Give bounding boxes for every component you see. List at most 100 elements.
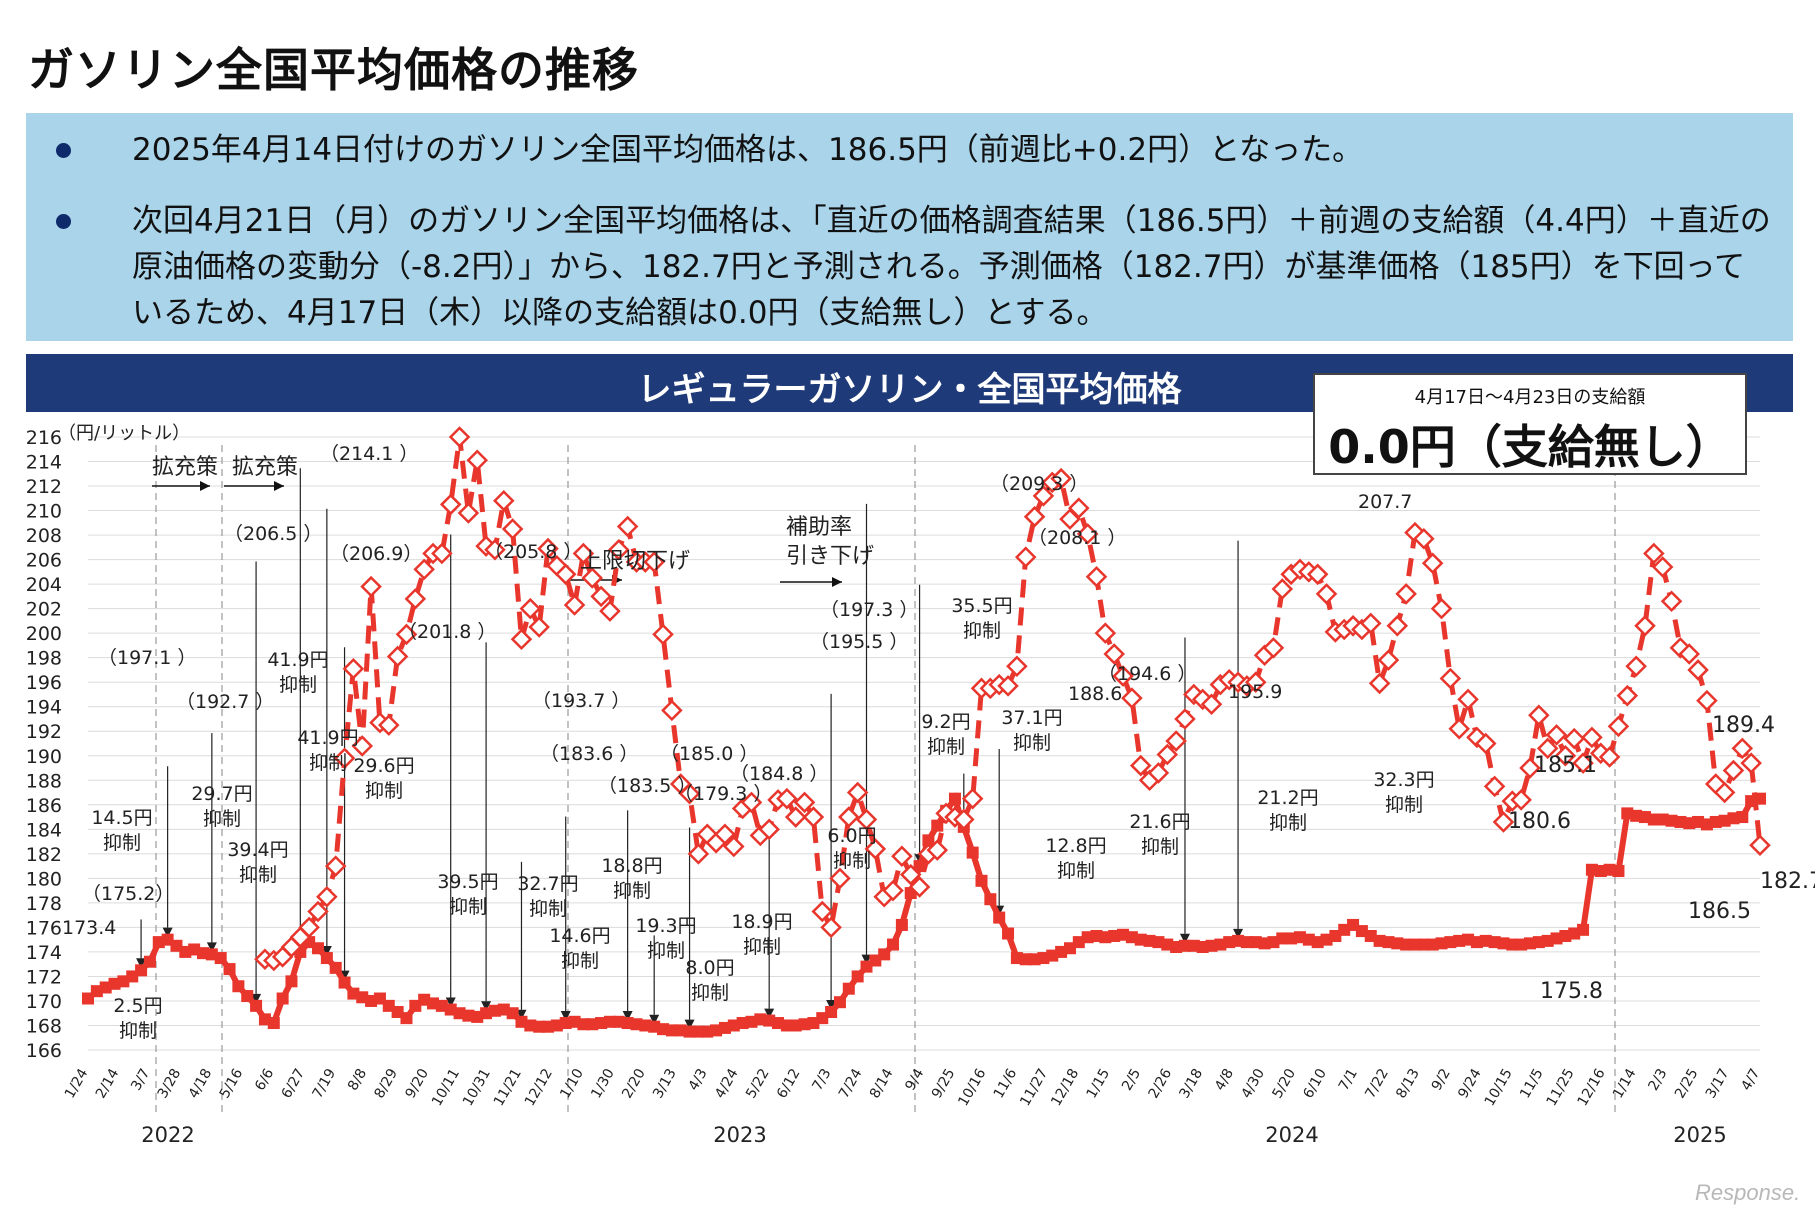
value-annotation: 186.5 xyxy=(1688,899,1751,924)
subsidy-label: 6.0円 xyxy=(827,825,876,847)
data-point-actual xyxy=(223,963,236,976)
data-point-unsubsidized xyxy=(404,588,427,610)
subsidy-label-suffix: 抑制 xyxy=(647,940,685,962)
x-tick-label: 11/6 xyxy=(991,1066,1021,1101)
x-tick-label: 6/6 xyxy=(252,1066,277,1094)
data-point-unsubsidized xyxy=(1129,754,1152,777)
data-point-unsubsidized xyxy=(1244,671,1267,693)
data-point-unsubsidized xyxy=(1032,485,1055,507)
data-point-unsubsidized xyxy=(554,563,577,586)
x-tick-label: 1/30 xyxy=(588,1066,618,1101)
subsidy-arrowhead xyxy=(481,1001,492,1012)
data-point-actual xyxy=(241,990,254,1003)
subsidy-label: 39.5円 xyxy=(437,871,498,893)
x-tick-label: 3/17 xyxy=(1703,1066,1733,1101)
data-point-unsubsidized xyxy=(519,597,542,620)
data-point-unsubsidized xyxy=(1103,643,1125,665)
data-point-unsubsidized xyxy=(1510,789,1532,811)
data-point-unsubsidized xyxy=(1731,737,1754,760)
subsidy-label: 12.8円 xyxy=(1045,835,1106,857)
policy-label: 拡充策 xyxy=(232,455,298,480)
data-point-unsubsidized xyxy=(1519,757,1541,779)
data-point-unsubsidized xyxy=(1598,746,1621,768)
data-point-unsubsidized xyxy=(1563,727,1585,750)
value-annotation: （201.8 ） xyxy=(398,621,496,643)
bullet-dot-icon xyxy=(56,143,71,158)
value-annotation: （205.8 ） xyxy=(484,541,582,563)
data-point-unsubsidized xyxy=(1413,527,1435,550)
data-point-unsubsidized xyxy=(864,838,887,860)
subsidy-arrowhead xyxy=(622,1011,633,1022)
data-point-unsubsidized xyxy=(1572,752,1594,774)
x-tick-label: 1/10 xyxy=(557,1066,587,1101)
x-tick-label: 7/1 xyxy=(1336,1066,1361,1094)
subsidy-arrowhead xyxy=(684,1019,695,1030)
data-point-unsubsidized xyxy=(1315,583,1338,605)
year-label: 2022 xyxy=(141,1123,194,1147)
data-point-unsubsidized xyxy=(316,885,338,908)
x-tick-label: 3/28 xyxy=(155,1066,185,1101)
subsidy-label-suffix: 抑制 xyxy=(561,950,599,972)
data-point-actual xyxy=(993,911,1006,924)
x-tick-label: 9/2 xyxy=(1429,1066,1454,1094)
data-point-unsubsidized xyxy=(1014,546,1037,568)
data-point-actual xyxy=(320,952,333,965)
data-point-unsubsidized xyxy=(1430,597,1453,620)
data-point-unsubsidized xyxy=(1174,708,1196,730)
subsidy-label-suffix: 抑制 xyxy=(1013,732,1051,754)
x-tick-label: 7/19 xyxy=(310,1066,340,1101)
y-tick-label: 190 xyxy=(26,746,62,768)
data-point-actual xyxy=(506,1007,519,1020)
data-point-unsubsidized xyxy=(1165,730,1187,752)
subsidy-arrowhead xyxy=(826,999,837,1010)
subsidy-arrowhead xyxy=(206,942,217,953)
data-point-unsubsidized xyxy=(572,542,595,565)
data-point-actual xyxy=(267,1017,280,1030)
subsidy-arrowhead xyxy=(445,997,456,1008)
data-point-actual xyxy=(966,846,979,859)
data-point-actual xyxy=(922,834,935,847)
value-annotation: （214.1 ） xyxy=(320,443,418,465)
year-label: 2023 xyxy=(713,1123,766,1147)
data-point-actual xyxy=(329,961,342,974)
data-point-unsubsidized xyxy=(537,537,559,560)
y-tick-label: 192 xyxy=(26,721,62,743)
chart-title: レギュラーガソリン・全国平均価格 xyxy=(637,370,1182,410)
subsidy-value: 0.0円（支給無し） xyxy=(1328,420,1732,474)
data-point-actual xyxy=(657,1023,670,1036)
subsidy-arrowhead xyxy=(649,1014,660,1025)
subsidy-label-suffix: 抑制 xyxy=(743,936,781,958)
series-layer xyxy=(82,426,1771,1038)
value-annotation: （194.6 ） xyxy=(1098,663,1196,685)
x-tick-label: 2/26 xyxy=(1146,1066,1176,1101)
data-point-actual xyxy=(1577,923,1590,936)
value-annotation: （206.5 ） xyxy=(224,523,322,545)
subsidy-label-suffix: 抑制 xyxy=(529,898,567,920)
data-point-unsubsidized xyxy=(1528,704,1550,727)
data-point-unsubsidized xyxy=(1059,508,1081,530)
year-divider-lines xyxy=(155,445,1616,1112)
data-point-unsubsidized xyxy=(466,449,489,472)
data-point-unsubsidized xyxy=(1660,590,1683,613)
y-tick-label: 178 xyxy=(26,893,62,915)
x-tick-label: 8/8 xyxy=(345,1066,370,1094)
grid-layer xyxy=(88,436,1760,1051)
subsidy-arrowhead xyxy=(560,1011,571,1022)
y-tick-label: 168 xyxy=(26,1015,62,1037)
x-tick-label: 12/12 xyxy=(522,1066,556,1109)
subsidy-arrowhead xyxy=(1179,933,1190,944)
y-tick-label: 174 xyxy=(26,942,62,964)
data-point-actual xyxy=(232,980,245,993)
subsidy-label: 14.5円 xyxy=(91,807,152,829)
y-tick-label: 166 xyxy=(26,1040,62,1062)
policy-arrowhead xyxy=(200,481,210,491)
data-point-unsubsidized xyxy=(298,916,320,939)
data-point-unsubsidized xyxy=(431,542,453,565)
data-point-unsubsidized xyxy=(493,489,515,512)
x-tick-label: 6/27 xyxy=(279,1066,309,1101)
subsidy-label-suffix: 抑制 xyxy=(119,1020,157,1042)
data-point-unsubsidized xyxy=(457,502,480,524)
data-point-actual xyxy=(143,955,156,968)
summary-box: 2025年4月14日付けのガソリン全国平均価格は、186.5円（前週比+0.2円… xyxy=(26,113,1793,341)
data-point-unsubsidized xyxy=(643,551,665,573)
